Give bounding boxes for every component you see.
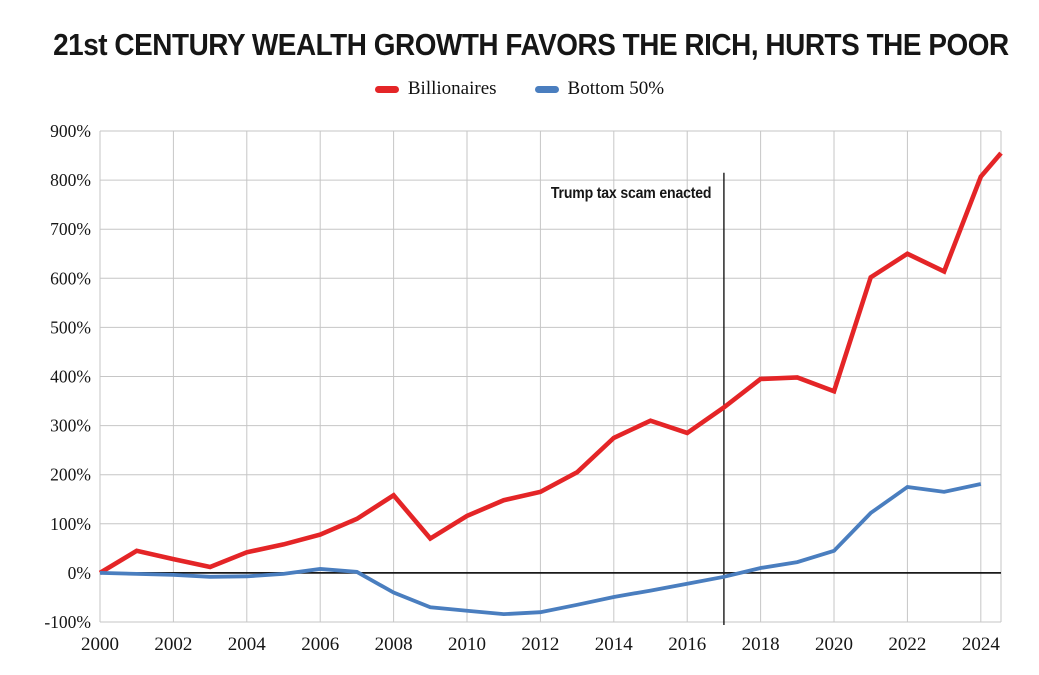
x-tick-label: 2010: [448, 634, 486, 655]
y-tick-label: 0%: [68, 563, 91, 583]
y-tick-label: 400%: [50, 367, 91, 387]
x-tick-label: 2018: [742, 634, 780, 655]
x-tick-label: 2016: [668, 634, 706, 655]
y-tick-label: 500%: [50, 317, 91, 337]
x-tick-label: 2000: [81, 634, 119, 655]
chart-title-text: 21st CENTURY WEALTH GROWTH FAVORS THE RI…: [53, 27, 1009, 62]
legend-item-bottom50: Bottom 50%: [534, 78, 665, 100]
y-tick-label: 900%: [50, 121, 91, 141]
x-tick-label: 2004: [228, 634, 267, 655]
gridlines: [99, 130, 1002, 623]
y-tick-label: 600%: [50, 268, 91, 288]
x-axis-labels: 2000 2002 2004 2006 2008 2010 2012 2014 2016 2018…: [81, 634, 1000, 655]
y-tick-label: -100%: [44, 612, 91, 632]
annotation-text: Trump tax scam enacted: [529, 185, 712, 203]
series-line-billionaires: [98, 151, 1003, 575]
x-tick-label: 2012: [521, 634, 559, 655]
x-tick-label: 2014: [595, 634, 634, 655]
y-tick-label: 100%: [50, 514, 91, 534]
legend-label-bottom50: Bottom 50%: [567, 78, 665, 99]
legend-label-billionaires: Billionaires: [407, 78, 497, 99]
chart-title: 21st CENTURY WEALTH GROWTH FAVORS THE RI…: [0, 27, 1039, 63]
y-tick-label: 700%: [50, 219, 91, 239]
legend-swatch-billionaires: [374, 85, 399, 93]
chart-legend: Billionaires Bottom 50%: [0, 76, 1039, 102]
y-axis-labels: -100% 0% 100% 200% 300% 400% 500% 600% 700% 800% 9…: [44, 121, 91, 632]
series-line-bottom-50-: [99, 482, 982, 617]
legend-swatch-bottom50: [534, 85, 559, 93]
y-tick-label: 800%: [50, 170, 91, 190]
x-tick-label: 2024: [962, 634, 1001, 655]
y-tick-label: 300%: [50, 416, 91, 436]
x-tick-label: 2008: [375, 634, 413, 655]
y-tick-label: 200%: [50, 465, 91, 485]
legend-item-billionaires: Billionaires: [374, 78, 497, 100]
series-lines: [98, 151, 1003, 617]
x-tick-label: 2006: [301, 634, 339, 655]
x-tick-label: 2020: [815, 634, 853, 655]
x-tick-label: 2022: [888, 634, 926, 655]
x-tick-label: 2002: [154, 634, 192, 655]
annotation-text-inner: Trump tax scam enacted: [550, 185, 712, 202]
